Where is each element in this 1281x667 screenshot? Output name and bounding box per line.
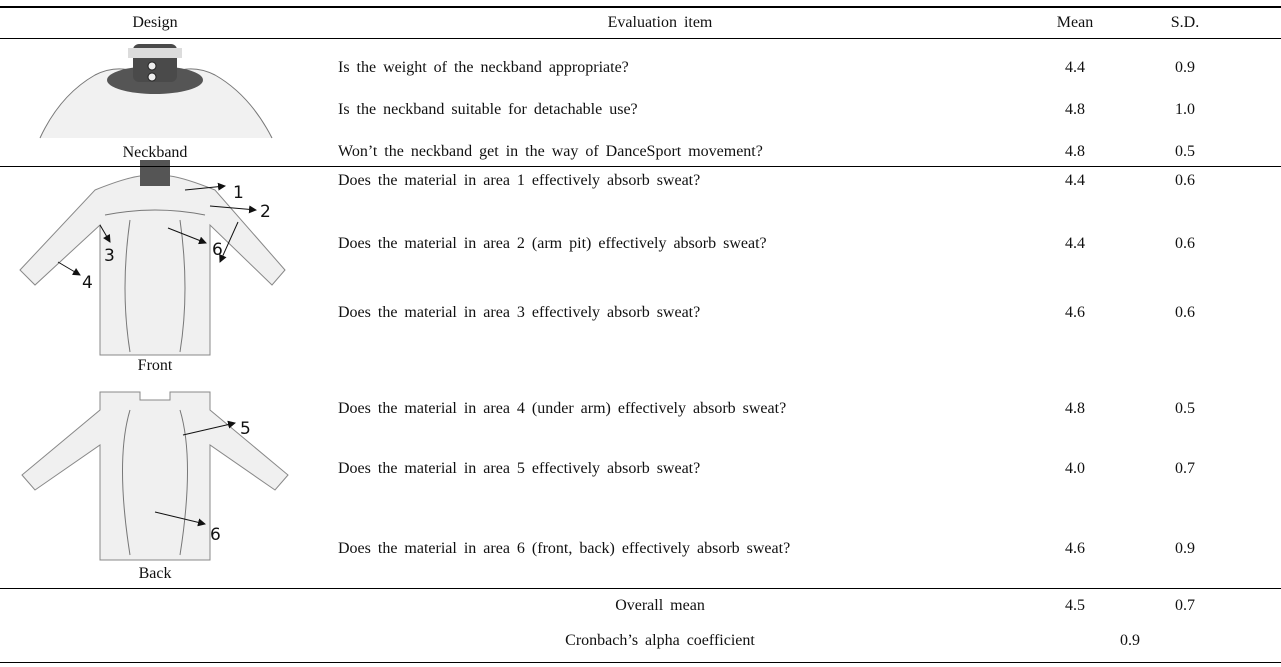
mean-value: 4.6 [1065, 304, 1085, 321]
area-label: 6 [210, 525, 221, 545]
column-header: Design [132, 14, 178, 31]
evaluation-item: Does the material in area 5 effectively … [338, 460, 701, 477]
evaluation-item: Does the material in area 4 (under arm) … [338, 400, 787, 417]
sd-value: 0.5 [1175, 143, 1195, 160]
footer-label: Cronbach’s alpha coefficient [565, 632, 755, 649]
mean-value: 4.0 [1065, 460, 1085, 477]
design-label: Front [137, 357, 173, 374]
sd-value: 0.6 [1175, 304, 1195, 321]
evaluation-item: Won’t the neckband get in the way of Dan… [338, 143, 763, 160]
evaluation-item: Is the neckband suitable for detachable … [338, 101, 638, 118]
back-image: 5 6 [21, 391, 289, 561]
mean-value: 4.8 [1065, 101, 1085, 118]
alpha-value: 0.9 [1120, 632, 1140, 649]
area-label: 1 [233, 183, 244, 203]
area-label: 3 [104, 246, 115, 266]
mean-value: 4.5 [1065, 597, 1085, 614]
mean-value: 4.4 [1065, 172, 1085, 189]
neckband-image [39, 44, 273, 139]
section-rule [0, 166, 1281, 167]
column-header: S.D. [1170, 14, 1200, 31]
evaluation-item: Does the material in area 3 effectively … [338, 304, 701, 321]
footer-label: Overall mean [615, 597, 705, 614]
area-label: 6 [212, 240, 223, 260]
mean-value: 4.8 [1065, 143, 1085, 160]
sd-value: 0.7 [1175, 597, 1195, 614]
mean-value: 4.6 [1065, 540, 1085, 557]
evaluation-item: Is the weight of the neckband appropriat… [338, 59, 629, 76]
bottom-rule [0, 662, 1281, 663]
sd-value: 0.6 [1175, 235, 1195, 252]
sd-value: 0.9 [1175, 59, 1195, 76]
sd-value: 0.7 [1175, 460, 1195, 477]
sd-value: 1.0 [1175, 101, 1195, 118]
column-header: Mean [1056, 14, 1094, 31]
design-label: Back [138, 565, 172, 582]
mean-value: 4.4 [1065, 235, 1085, 252]
mean-value: 4.4 [1065, 59, 1085, 76]
top-rule [0, 6, 1281, 8]
column-header: Evaluation item [607, 14, 713, 31]
section-rule [0, 588, 1281, 589]
area-label: 4 [82, 273, 93, 293]
sd-value: 0.6 [1175, 172, 1195, 189]
sd-value: 0.5 [1175, 400, 1195, 417]
evaluation-item: Does the material in area 1 effectively … [338, 172, 701, 189]
evaluation-item: Does the material in area 2 (arm pit) ef… [338, 235, 767, 252]
mean-value: 4.8 [1065, 400, 1085, 417]
evaluation-item: Does the material in area 6 (front, back… [338, 540, 791, 557]
header-rule [0, 38, 1281, 39]
area-label: 2 [260, 202, 271, 222]
area-label: 5 [240, 419, 251, 439]
front-image: 1 2 3 4 6 [19, 160, 286, 356]
design-label: Neckband [122, 144, 188, 161]
sd-value: 0.9 [1175, 540, 1195, 557]
